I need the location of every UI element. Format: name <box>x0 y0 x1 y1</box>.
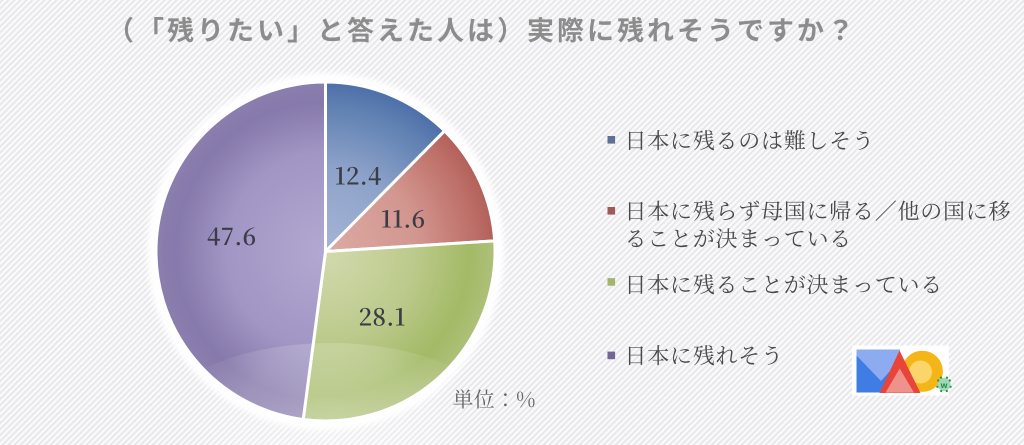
svg-text:w: w <box>940 380 948 390</box>
